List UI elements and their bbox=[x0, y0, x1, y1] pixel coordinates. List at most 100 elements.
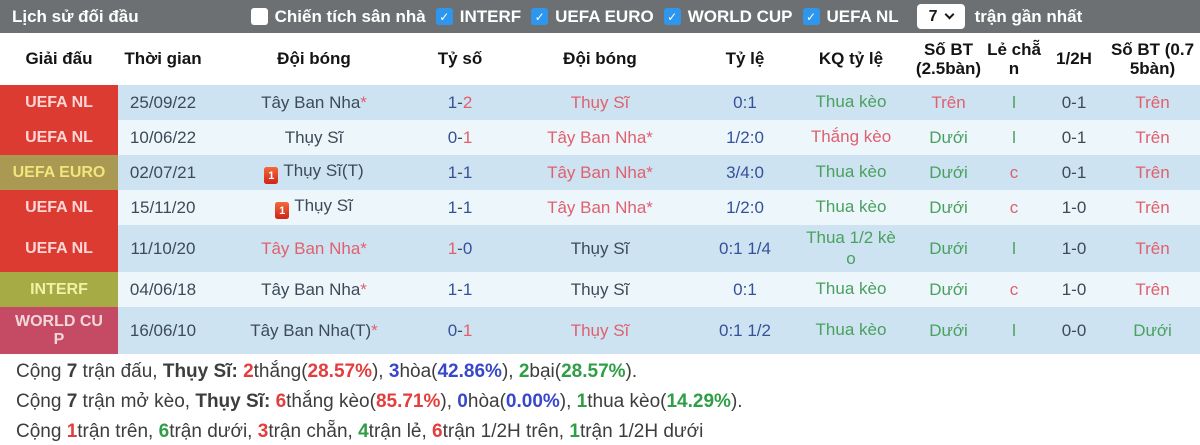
recent-count-suffix: trận gần nhất bbox=[974, 6, 1083, 26]
over-under-075: Trên bbox=[1135, 238, 1170, 258]
summary-segment: trận 1/2H dưới bbox=[579, 421, 704, 442]
home-team-star: * bbox=[360, 279, 367, 299]
recent-count-select[interactable]: 7 bbox=[916, 4, 965, 29]
checkbox-icon[interactable] bbox=[531, 8, 549, 25]
over-under-075: Trên bbox=[1135, 92, 1170, 112]
match-date: 16/06/10 bbox=[129, 320, 197, 340]
first-half-score: 1-0 bbox=[1061, 238, 1087, 258]
summary-segment: 3 bbox=[388, 361, 400, 382]
first-half-score: 0-1 bbox=[1061, 127, 1087, 147]
checkbox-icon[interactable] bbox=[435, 8, 453, 25]
away-team: Tây Ban Nha* bbox=[547, 128, 653, 147]
home-team-name: Tây Ban Nha bbox=[261, 279, 361, 299]
checkbox-icon[interactable] bbox=[663, 8, 681, 25]
summary-segment: trận lẻ, bbox=[368, 421, 433, 442]
table-row: UEFA NL 25/09/22 Tây Ban Nha* 1-2 Thụy S… bbox=[0, 85, 1200, 120]
col-league: Giải đấu bbox=[0, 33, 118, 85]
home-score: 0 bbox=[447, 127, 458, 147]
header-row: Giải đấu Thời gian Đội bóng Tỷ số Đội bó… bbox=[0, 33, 1200, 85]
odd-even: c bbox=[1009, 197, 1019, 217]
col-odd-even: Lẻ chẵn bbox=[985, 33, 1043, 85]
match-date: 02/07/21 bbox=[129, 162, 197, 182]
handicap-odds: 1/2:0 bbox=[726, 127, 764, 147]
summary-segment: 0.00% bbox=[505, 391, 560, 412]
col-goals-075: Số BT (0.75bàn) bbox=[1105, 33, 1200, 85]
score: 0-1 bbox=[420, 307, 500, 354]
summary-segment: thắng kèo( bbox=[286, 391, 376, 412]
league-badge: INTERF bbox=[0, 272, 118, 307]
league-badge: UEFA NL bbox=[0, 85, 118, 120]
summary-segment: trận dưới, bbox=[169, 421, 258, 442]
bet-result: Thắng kèo bbox=[810, 127, 892, 147]
checkbox-icon[interactable] bbox=[250, 8, 268, 25]
chevron-down-icon bbox=[944, 9, 955, 20]
handicap-odds: 0:1 bbox=[733, 279, 757, 299]
col-away-team: Đội bóng bbox=[500, 33, 700, 85]
home-team-name: Thụy Sĩ bbox=[294, 195, 353, 215]
bet-result: Thua kèo bbox=[815, 92, 887, 112]
match-date: 25/09/22 bbox=[129, 92, 197, 112]
summary-segment: 7 bbox=[66, 361, 78, 382]
away-team: Thụy Sĩ bbox=[571, 239, 630, 258]
filter-uefa-euro: UEFA EURO bbox=[531, 7, 654, 27]
col-odds: Tỷ lệ bbox=[700, 33, 790, 85]
away-team: Tây Ban Nha* bbox=[547, 198, 653, 217]
filter-label: INTERF bbox=[459, 6, 522, 26]
summary-segment: 42.86% bbox=[437, 361, 502, 382]
home-team-name: Tây Ban Nha bbox=[261, 238, 361, 258]
home-team-star: * bbox=[371, 320, 378, 340]
away-team-name: Thụy Sĩ bbox=[570, 238, 630, 258]
filter-label: UEFA EURO bbox=[555, 6, 654, 26]
score-separator: - bbox=[457, 320, 463, 340]
away-score: 1 bbox=[462, 320, 473, 340]
panel-title: Lịch sử đối đầu bbox=[12, 6, 139, 26]
score: 1-0 bbox=[420, 225, 500, 272]
score-separator: - bbox=[457, 197, 463, 217]
over-under-075: Trên bbox=[1135, 279, 1170, 299]
filter-label: UEFA NL bbox=[826, 6, 899, 26]
summary-segment: 6 bbox=[432, 421, 443, 442]
over-under-25: Dưới bbox=[929, 197, 968, 217]
home-score: 0 bbox=[447, 320, 458, 340]
summary-segment: trận chẵn, bbox=[268, 421, 359, 442]
col-time: Thời gian bbox=[118, 33, 208, 85]
away-score: 1 bbox=[462, 197, 473, 217]
summary-segment: trận đấu, bbox=[77, 361, 163, 382]
home-team: 1 Thụy Sĩ(T) bbox=[264, 160, 364, 185]
home-team: Tây Ban Nha* bbox=[261, 280, 367, 299]
summary-segment: 7 bbox=[66, 391, 78, 412]
summary-segment: 6 bbox=[158, 421, 170, 442]
table-row: INTERF 04/06/18 Tây Ban Nha* 1-1 Thụy Sĩ… bbox=[0, 272, 1200, 307]
handicap-odds: 0:1 1/4 bbox=[719, 238, 771, 258]
h2h-table: Giải đấu Thời gian Đội bóng Tỷ số Đội bó… bbox=[0, 33, 1200, 354]
home-team-name: Thụy Sĩ(T) bbox=[283, 160, 364, 180]
col-half-score: 1/2H bbox=[1043, 33, 1105, 85]
topbar: Lịch sử đối đầu Chiến tích sân nhà INTER… bbox=[0, 0, 1200, 33]
col-goals-25: Số BT (2.5bàn) bbox=[912, 33, 985, 85]
home-team-star: * bbox=[360, 238, 367, 258]
handicap-odds: 0:1 1/2 bbox=[719, 320, 771, 340]
summary-segment: ), bbox=[559, 391, 577, 412]
league-badge: WORLD CUP bbox=[0, 307, 118, 354]
summary-segment: Thụy Sĩ: bbox=[195, 391, 276, 412]
away-team-star: * bbox=[646, 162, 653, 182]
league-badge: UEFA NL bbox=[0, 225, 118, 272]
filter-uefa-nl: UEFA NL bbox=[802, 6, 899, 27]
home-team-name: Tây Ban Nha bbox=[261, 92, 361, 112]
away-score: 1 bbox=[462, 279, 473, 299]
score-separator: - bbox=[457, 238, 463, 258]
summary-segment: bại( bbox=[529, 361, 562, 382]
first-half-score: 0-1 bbox=[1061, 162, 1087, 182]
home-score: 1 bbox=[447, 197, 458, 217]
summary-segment: 6 bbox=[275, 391, 287, 412]
odd-even: c bbox=[1009, 279, 1019, 299]
col-odds-result: KQ tỷ lệ bbox=[790, 33, 912, 85]
col-home-team: Đội bóng bbox=[208, 33, 420, 85]
score: 0-1 bbox=[420, 120, 500, 155]
col-score: Tỷ số bbox=[420, 33, 500, 85]
checkbox-icon[interactable] bbox=[802, 8, 820, 25]
league-badge: UEFA NL bbox=[0, 120, 118, 155]
table-row: WORLD CUP 16/06/10 Tây Ban Nha(T)* 0-1 T… bbox=[0, 307, 1200, 354]
home-score: 1 bbox=[447, 279, 458, 299]
summary-segment: 1 bbox=[66, 421, 78, 442]
